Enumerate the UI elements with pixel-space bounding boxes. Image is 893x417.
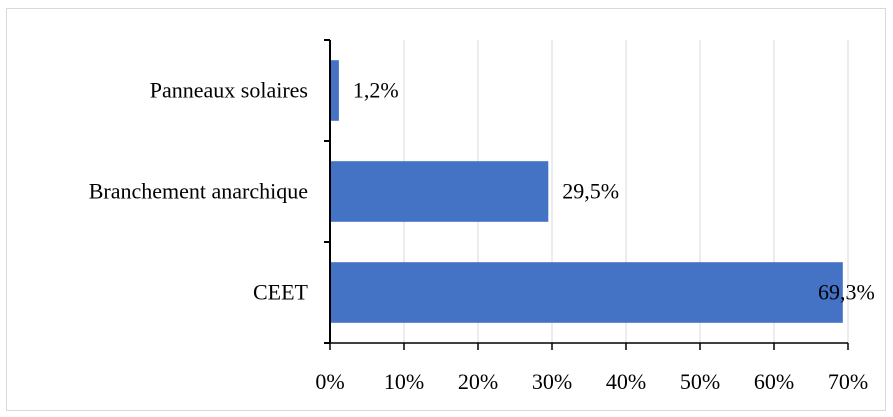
category-label-0: Panneaux solaires: [150, 78, 308, 103]
x-tick-label-3: 30%: [532, 369, 572, 394]
data-label-1: 29,5%: [562, 179, 619, 204]
bar-0: [330, 60, 339, 121]
data-label-0: 1,2%: [353, 78, 399, 103]
x-tick-label-2: 20%: [458, 369, 498, 394]
x-tick-label-6: 60%: [754, 369, 794, 394]
bar-2: [330, 262, 843, 323]
category-label-1: Branchement anarchique: [89, 179, 308, 204]
x-tick-label-1: 10%: [384, 369, 424, 394]
bar-1: [330, 161, 549, 222]
data-label-2: 69,3%: [818, 280, 875, 305]
x-tick-label-0: 0%: [315, 369, 344, 394]
x-tick-label-7: 70%: [828, 369, 868, 394]
x-tick-label-5: 50%: [680, 369, 720, 394]
x-tick-label-4: 40%: [606, 369, 646, 394]
category-label-2: CEET: [253, 280, 309, 305]
